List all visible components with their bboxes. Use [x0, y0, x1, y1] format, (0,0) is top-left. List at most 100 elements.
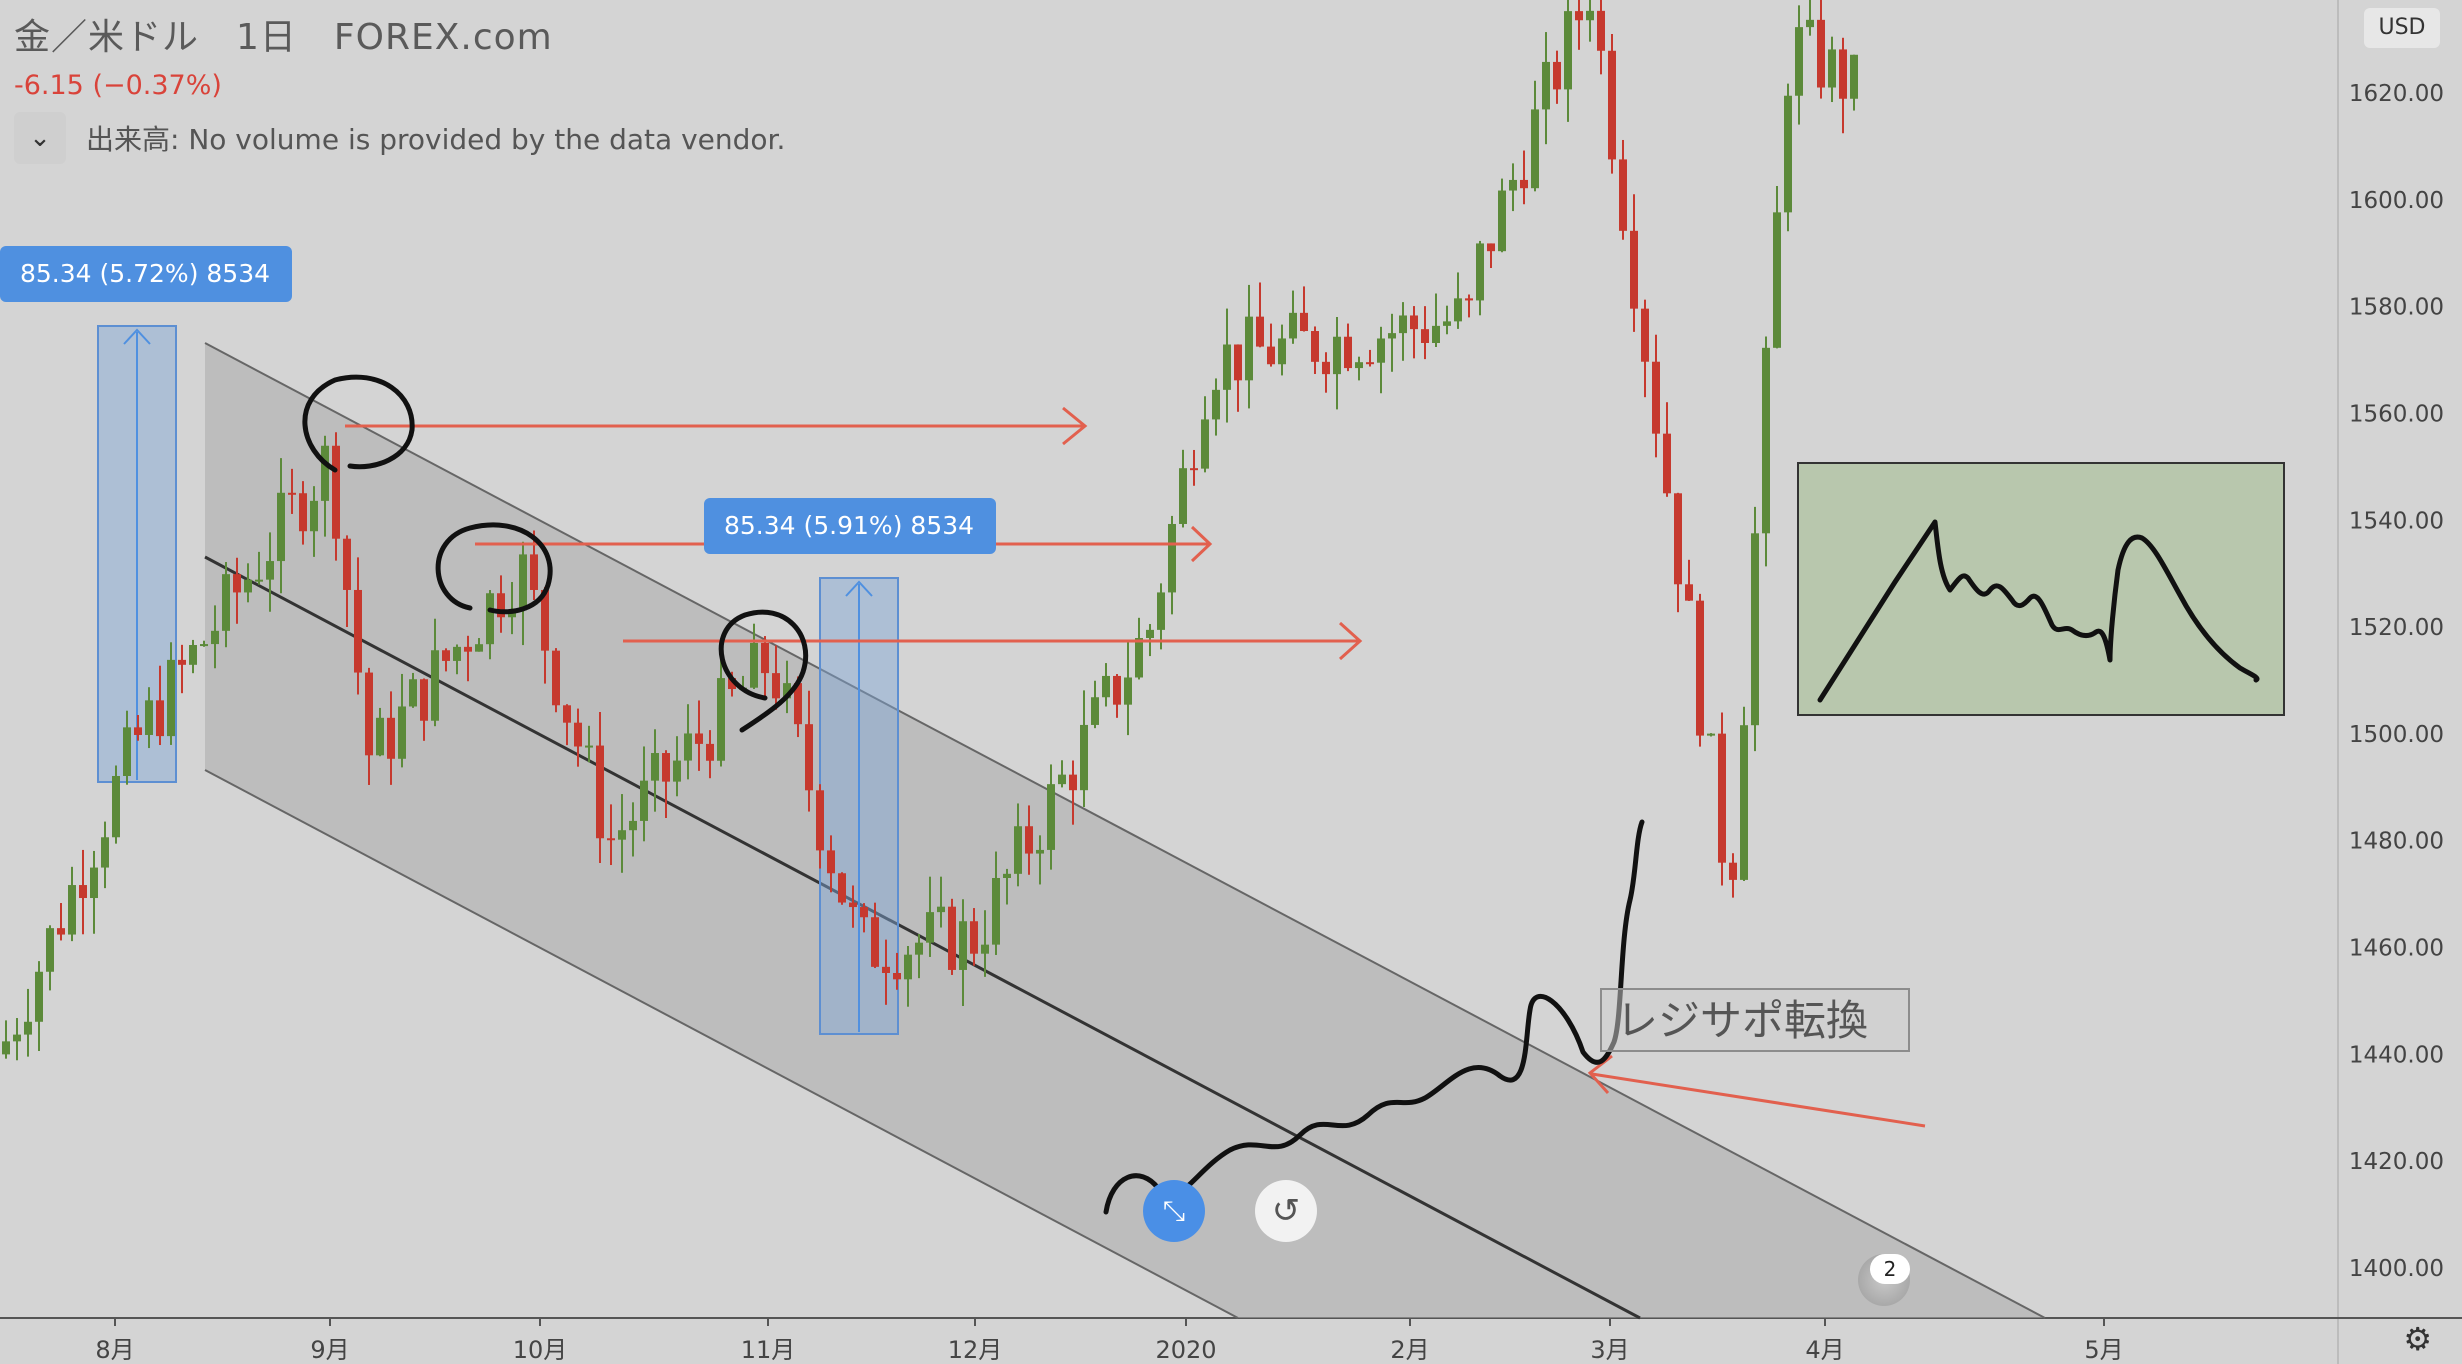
- candle-body[interactable]: [1619, 159, 1627, 231]
- candle-body[interactable]: [1553, 61, 1561, 90]
- candle-body[interactable]: [13, 1034, 21, 1042]
- candle-body[interactable]: [750, 642, 758, 688]
- candle-body[interactable]: [1036, 849, 1044, 854]
- candle-body[interactable]: [1421, 329, 1429, 343]
- candle-body[interactable]: [1102, 675, 1110, 698]
- candle-body[interactable]: [1091, 697, 1099, 725]
- channel-upper-line[interactable]: [204, 342, 2046, 1319]
- candle-body[interactable]: [1344, 336, 1352, 369]
- candle-body[interactable]: [519, 554, 527, 611]
- candle-body[interactable]: [156, 700, 164, 737]
- gear-icon[interactable]: ⚙: [2403, 1320, 2432, 1358]
- candle-body[interactable]: [1586, 10, 1594, 21]
- candle-body[interactable]: [1652, 361, 1660, 434]
- candle-body[interactable]: [233, 574, 241, 593]
- candle-body[interactable]: [1674, 493, 1682, 585]
- candle-body[interactable]: [937, 906, 945, 913]
- candle-body[interactable]: [453, 646, 461, 661]
- candle-body[interactable]: [365, 672, 373, 756]
- candle-body[interactable]: [464, 646, 472, 652]
- candle-body[interactable]: [1454, 298, 1462, 322]
- candle-body[interactable]: [1509, 179, 1517, 191]
- candle-body[interactable]: [1366, 362, 1374, 365]
- candle-body[interactable]: [409, 679, 417, 707]
- candle-body[interactable]: [1113, 675, 1121, 705]
- candle-body[interactable]: [1773, 212, 1781, 348]
- candle-body[interactable]: [640, 780, 648, 821]
- candle-body[interactable]: [904, 954, 912, 980]
- candle-body[interactable]: [1058, 774, 1066, 785]
- candle-body[interactable]: [563, 705, 571, 723]
- candle-body[interactable]: [662, 753, 670, 782]
- candle-body[interactable]: [101, 837, 109, 868]
- candle-body[interactable]: [354, 589, 362, 673]
- candle-body[interactable]: [585, 745, 593, 748]
- candle-body[interactable]: [816, 790, 824, 851]
- candle-body[interactable]: [1212, 389, 1220, 420]
- candlestick-series[interactable]: [2, 0, 1858, 1061]
- candle-body[interactable]: [1333, 336, 1341, 375]
- candle-body[interactable]: [717, 678, 725, 761]
- candle-body[interactable]: [1740, 725, 1748, 880]
- candle-body[interactable]: [596, 745, 604, 839]
- candle-body[interactable]: [24, 1021, 32, 1035]
- handdrawn-circle-3[interactable]: [718, 609, 809, 733]
- candle-body[interactable]: [1025, 826, 1033, 854]
- candle-body[interactable]: [618, 830, 626, 840]
- candle-body[interactable]: [90, 867, 98, 899]
- candle-body[interactable]: [1828, 49, 1836, 88]
- candle-body[interactable]: [1223, 344, 1231, 390]
- candle-body[interactable]: [442, 650, 450, 661]
- annotation-text-box[interactable]: レジサポ転換: [1600, 988, 1910, 1052]
- candle-body[interactable]: [1817, 19, 1825, 88]
- candle-body[interactable]: [376, 717, 384, 756]
- inset-sketch-panel[interactable]: [1797, 462, 2285, 716]
- candle-body[interactable]: [1080, 724, 1088, 791]
- candle-body[interactable]: [1795, 27, 1803, 96]
- candle-body[interactable]: [1751, 533, 1759, 726]
- candle-body[interactable]: [57, 928, 65, 935]
- candle-body[interactable]: [1311, 331, 1319, 362]
- time-axis[interactable]: 8月 9月 10月 11月 12月 2020 2月 3月 4月 5月: [95, 1318, 2124, 1364]
- candle-body[interactable]: [1850, 54, 1858, 99]
- candle-body[interactable]: [629, 820, 637, 831]
- price-axis[interactable]: 1400.00 1420.00 1440.00 1460.00 1480.00 1500.…: [2349, 81, 2444, 1282]
- candle-body[interactable]: [530, 554, 538, 590]
- candle-body[interactable]: [728, 678, 736, 690]
- candle-body[interactable]: [332, 445, 340, 539]
- candle-body[interactable]: [321, 445, 329, 501]
- channel-lower-line[interactable]: [204, 769, 1239, 1319]
- measure-label-1[interactable]: 85.34 (5.72%) 8534: [0, 246, 292, 302]
- measure-ranges[interactable]: [97, 325, 899, 1035]
- candle-body[interactable]: [1443, 321, 1451, 326]
- candle-body[interactable]: [1641, 308, 1649, 362]
- candle-body[interactable]: [1806, 19, 1814, 28]
- candle-body[interactable]: [860, 907, 868, 918]
- candle-body[interactable]: [1190, 468, 1198, 471]
- candle-body[interactable]: [970, 921, 978, 954]
- candle-body[interactable]: [893, 973, 901, 980]
- candle-body[interactable]: [761, 642, 769, 674]
- candle-body[interactable]: [431, 650, 439, 721]
- candle-body[interactable]: [1575, 11, 1583, 21]
- candle-body[interactable]: [1498, 190, 1506, 252]
- candle-body[interactable]: [1124, 677, 1132, 705]
- candle-body[interactable]: [288, 492, 296, 495]
- handdrawn-circle-2[interactable]: [435, 522, 553, 615]
- symbol-title[interactable]: 金／米ドル 1日 FOREX.com: [14, 17, 553, 58]
- candle-body[interactable]: [167, 659, 175, 737]
- candle-body[interactable]: [420, 679, 428, 721]
- candle-body[interactable]: [1146, 629, 1154, 639]
- candle-body[interactable]: [68, 885, 76, 935]
- candle-body[interactable]: [805, 724, 813, 791]
- candle-body[interactable]: [178, 659, 186, 665]
- candle-body[interactable]: [244, 579, 252, 593]
- candle-body[interactable]: [1630, 230, 1638, 309]
- candle-body[interactable]: [112, 775, 120, 838]
- candle-body[interactable]: [1355, 362, 1363, 369]
- candle-body[interactable]: [1608, 50, 1616, 160]
- currency-badge[interactable]: USD: [2364, 8, 2440, 48]
- candle-body[interactable]: [915, 942, 923, 955]
- candle-body[interactable]: [1762, 347, 1770, 534]
